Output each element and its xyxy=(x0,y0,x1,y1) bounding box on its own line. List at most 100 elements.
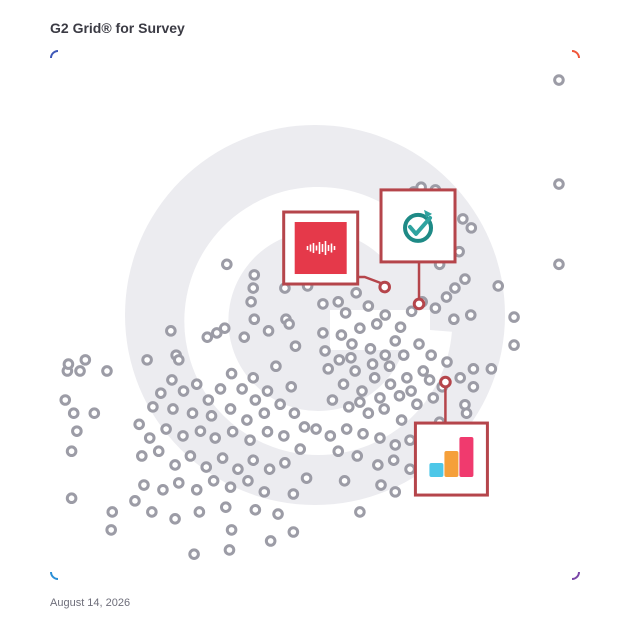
product-point[interactable] xyxy=(339,307,352,319)
product-point[interactable] xyxy=(261,425,274,438)
product-point[interactable] xyxy=(278,430,290,442)
product-point[interactable] xyxy=(62,358,75,370)
product-point[interactable] xyxy=(317,327,329,339)
product-point[interactable] xyxy=(459,273,471,285)
product-point[interactable] xyxy=(242,474,254,487)
product-point[interactable] xyxy=(167,403,179,415)
product-point[interactable] xyxy=(129,495,141,507)
product-point[interactable] xyxy=(65,492,78,505)
product-point[interactable] xyxy=(553,74,565,86)
product-point[interactable] xyxy=(67,407,80,420)
product-point[interactable] xyxy=(190,483,203,496)
product-point[interactable] xyxy=(236,383,248,395)
product-point[interactable] xyxy=(155,387,167,399)
product-point[interactable] xyxy=(492,280,505,292)
product-point[interactable] xyxy=(285,381,298,393)
product-point[interactable] xyxy=(332,296,345,308)
product-point[interactable] xyxy=(263,463,276,475)
product-point[interactable] xyxy=(372,459,384,471)
product-point[interactable] xyxy=(152,445,165,458)
product-point[interactable] xyxy=(411,398,423,411)
product-point[interactable] xyxy=(209,432,222,444)
product-point[interactable] xyxy=(397,349,410,361)
product-point[interactable] xyxy=(417,365,430,377)
product-point[interactable] xyxy=(553,178,565,190)
product-point[interactable] xyxy=(216,452,229,464)
product-point[interactable] xyxy=(258,486,271,498)
product-point[interactable] xyxy=(224,481,237,493)
product-point[interactable] xyxy=(249,394,262,406)
product-point[interactable] xyxy=(393,389,406,402)
product-point[interactable] xyxy=(362,407,375,420)
product-point[interactable] xyxy=(207,474,220,487)
product-point[interactable] xyxy=(172,477,185,489)
product-point[interactable] xyxy=(485,363,498,375)
product-point[interactable] xyxy=(345,351,357,364)
product-point[interactable] xyxy=(342,401,355,413)
product-point[interactable] xyxy=(247,372,260,384)
product-point[interactable] xyxy=(248,269,261,281)
product-point[interactable] xyxy=(201,331,214,343)
product-point[interactable] xyxy=(460,407,473,420)
product-point[interactable] xyxy=(214,383,227,395)
product-point[interactable] xyxy=(354,322,366,335)
product-point[interactable] xyxy=(340,423,353,435)
product-point[interactable] xyxy=(194,425,207,437)
product-point[interactable] xyxy=(467,381,480,393)
product-point[interactable] xyxy=(205,410,218,422)
product-point[interactable] xyxy=(441,356,453,368)
product-point[interactable] xyxy=(337,378,350,390)
product-point[interactable] xyxy=(332,445,345,458)
product-point[interactable] xyxy=(245,296,257,308)
product-point[interactable] xyxy=(200,461,213,473)
product-point[interactable] xyxy=(379,309,392,321)
product-point[interactable] xyxy=(387,454,400,467)
product-point[interactable] xyxy=(287,526,300,538)
highlighted-point[interactable] xyxy=(378,280,391,294)
product-point[interactable] xyxy=(101,365,113,377)
product-point[interactable] xyxy=(370,318,383,330)
product-point[interactable] xyxy=(379,349,392,361)
product-point[interactable] xyxy=(384,378,397,390)
product-point[interactable] xyxy=(375,479,387,491)
product-point[interactable] xyxy=(147,401,159,413)
product-point[interactable] xyxy=(247,282,260,294)
product-point[interactable] xyxy=(247,454,260,467)
product-point[interactable] xyxy=(169,459,181,471)
product-point[interactable] xyxy=(319,345,331,357)
product-point[interactable] xyxy=(141,354,153,366)
product-point[interactable] xyxy=(401,372,413,384)
product-point[interactable] xyxy=(146,506,158,518)
product-point[interactable] xyxy=(395,414,408,426)
product-point[interactable] xyxy=(136,450,148,462)
product-point[interactable] xyxy=(324,430,337,442)
product-point[interactable] xyxy=(383,360,396,373)
product-point[interactable] xyxy=(221,258,233,271)
product-point[interactable] xyxy=(226,425,239,438)
product-point[interactable] xyxy=(404,463,416,475)
product-point[interactable] xyxy=(169,513,181,525)
product-point[interactable] xyxy=(333,354,346,366)
product-point[interactable] xyxy=(105,524,117,536)
product-point[interactable] xyxy=(279,457,291,469)
product-point[interactable] xyxy=(366,358,379,370)
product-point[interactable] xyxy=(335,329,348,341)
product-point[interactable] xyxy=(165,325,177,337)
product-point[interactable] xyxy=(389,486,402,498)
product-point[interactable] xyxy=(289,340,302,352)
product-point[interactable] xyxy=(364,342,377,355)
product-point[interactable] xyxy=(374,392,386,404)
product-point[interactable] xyxy=(218,322,231,335)
product-point[interactable] xyxy=(143,432,156,444)
product-point[interactable] xyxy=(300,472,313,484)
product-point[interactable] xyxy=(241,414,253,426)
product-point[interactable] xyxy=(465,222,478,234)
product-point[interactable] xyxy=(188,548,200,560)
product-point[interactable] xyxy=(448,313,460,326)
product-point[interactable] xyxy=(166,374,178,386)
product-point[interactable] xyxy=(283,318,295,330)
product-point[interactable] xyxy=(272,508,284,520)
product-point[interactable] xyxy=(193,506,206,518)
product-point[interactable] xyxy=(262,325,275,337)
bar-chart-callout[interactable] xyxy=(413,375,489,497)
